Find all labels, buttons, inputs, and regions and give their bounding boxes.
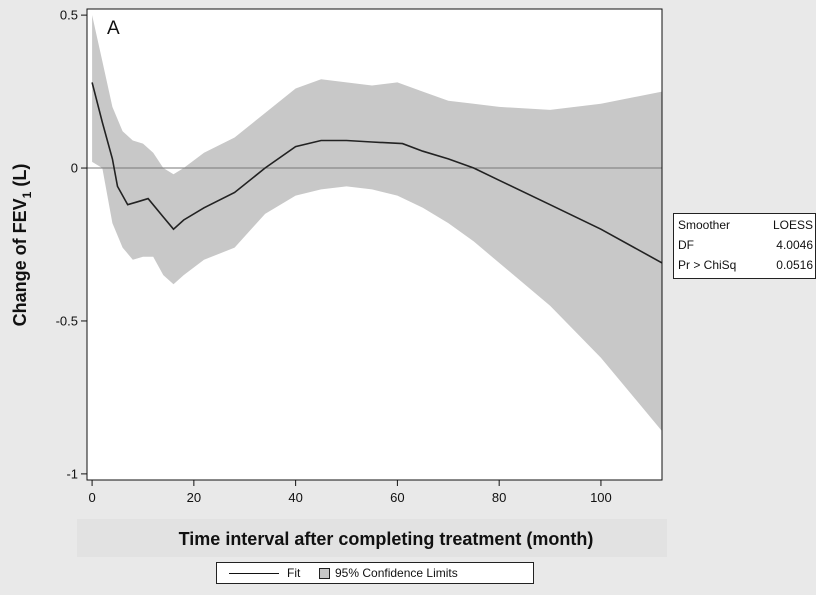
y-tick-label: 0.5 <box>60 8 78 23</box>
x-tick-label: 60 <box>390 490 404 505</box>
x-tick-label: 80 <box>492 490 506 505</box>
x-tick-label: 100 <box>590 490 612 505</box>
y-axis-title-unit: (L) <box>10 164 30 187</box>
legend-ci-label: 95% Confidence Limits <box>335 566 458 580</box>
y-tick-label: 0 <box>71 161 78 176</box>
stats-value: 0.0516 <box>776 258 813 272</box>
y-tick-label: -1 <box>66 466 78 481</box>
stats-label: Smoother <box>678 218 731 232</box>
legend-fit-label: Fit <box>287 566 301 580</box>
panel-label: A <box>107 18 120 39</box>
y-axis-title: Change of FEV1 (L) <box>10 164 34 327</box>
x-tick-label: 0 <box>88 490 95 505</box>
stats-value: LOESS <box>772 218 813 232</box>
fit-line <box>91 82 663 264</box>
x-tick-label: 40 <box>288 490 302 505</box>
stats-label: Pr > ChiSq <box>678 258 737 272</box>
stats-value: 4.0046 <box>776 238 813 252</box>
plot-area-frame <box>86 8 663 481</box>
legend-ci-swatch <box>319 568 330 579</box>
x-axis-title: Time interval after completing treatment… <box>179 529 594 549</box>
stats-row-df: DF 4.0046 <box>674 236 815 254</box>
y-axis-title-main: Change of FEV <box>10 198 30 326</box>
stats-row-pvalue: Pr > ChiSq 0.0516 <box>674 256 815 274</box>
x-tick-label: 20 <box>187 490 201 505</box>
legend-fit-line-swatch <box>229 573 279 574</box>
stats-label: DF <box>678 238 694 252</box>
y-tick-label: -0.5 <box>56 313 78 328</box>
legend: Fit 95% Confidence Limits <box>216 562 534 584</box>
xlabel-band <box>77 519 667 557</box>
stats-box: Smoother LOESS DF 4.0046 Pr > ChiSq 0.05… <box>673 213 816 279</box>
confidence-band <box>92 15 663 432</box>
stats-row-smoother: Smoother LOESS <box>674 216 815 234</box>
y-axis-title-subscript: 1 <box>20 191 34 198</box>
